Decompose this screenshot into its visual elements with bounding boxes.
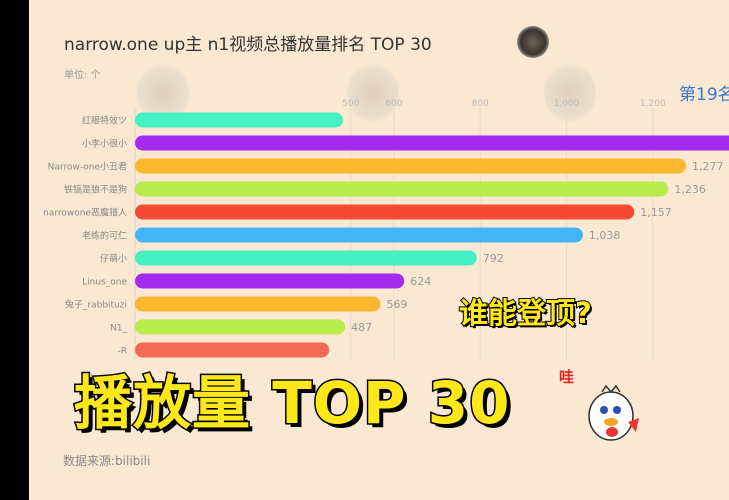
x-tick-label: 1,200 bbox=[640, 99, 666, 109]
category-label: Linus_one bbox=[82, 278, 127, 288]
value-label: 1,038 bbox=[589, 229, 621, 242]
value-label: 1,277 bbox=[692, 160, 724, 173]
value-label: 569 bbox=[387, 298, 408, 311]
x-tick-label: 600 bbox=[385, 99, 402, 109]
category-label: -R bbox=[117, 347, 127, 357]
rank-label: 第19名 bbox=[679, 85, 729, 105]
bar bbox=[135, 296, 381, 312]
value-label: 624 bbox=[410, 275, 431, 288]
bar bbox=[135, 135, 729, 151]
question-overlay: 谁能登顶? bbox=[458, 295, 593, 331]
category-label: Narrow-one小丑君 bbox=[48, 162, 127, 173]
category-label: 仔萌小 bbox=[100, 253, 127, 265]
value-label: 487 bbox=[351, 321, 372, 334]
bar bbox=[135, 250, 477, 266]
bar bbox=[135, 204, 635, 220]
bar bbox=[135, 181, 669, 197]
mascot-sticker-icon bbox=[588, 384, 639, 441]
avatar-watermark bbox=[347, 62, 399, 124]
title-avatar-icon bbox=[517, 26, 549, 58]
category-label: 小李小很小 bbox=[82, 138, 127, 150]
bar bbox=[135, 158, 687, 174]
bar bbox=[135, 227, 583, 243]
category-label: narrowone恶魔猎人 bbox=[43, 207, 127, 219]
value-label: 1,157 bbox=[640, 206, 672, 219]
unit-label: 单位: 个 bbox=[64, 70, 101, 81]
bar bbox=[135, 112, 343, 128]
category-label: 铁镐是狼不是狗 bbox=[64, 184, 127, 196]
category-label: 老练的可仁 bbox=[82, 230, 127, 242]
category-label: 红眼特效ツ bbox=[82, 115, 127, 127]
exclaim-overlay: 哇 bbox=[559, 368, 575, 386]
avatar-watermark bbox=[544, 62, 596, 124]
category-label: N1_ bbox=[110, 324, 127, 334]
category-label: 兔子_rabbituzi bbox=[65, 299, 127, 311]
value-label: 792 bbox=[483, 252, 504, 265]
x-tick-label: 800 bbox=[472, 99, 489, 109]
x-tick-label: 1,000 bbox=[554, 99, 580, 109]
chart-title: narrow.one up主 n1视频总播放量排名 TOP 30 bbox=[64, 35, 432, 55]
x-tick-label: 500 bbox=[342, 99, 359, 109]
bar bbox=[135, 273, 405, 289]
chart-frame: narrow.one up主 n1视频总播放量排名 TOP 30 单位: 个 第… bbox=[29, 0, 729, 500]
source-label: 数据来源:bilibili bbox=[63, 454, 151, 468]
bar bbox=[135, 342, 330, 358]
headline-overlay: 播放量 TOP 30 bbox=[72, 368, 511, 439]
value-label: 1,236 bbox=[674, 183, 706, 196]
bar bbox=[135, 319, 346, 335]
